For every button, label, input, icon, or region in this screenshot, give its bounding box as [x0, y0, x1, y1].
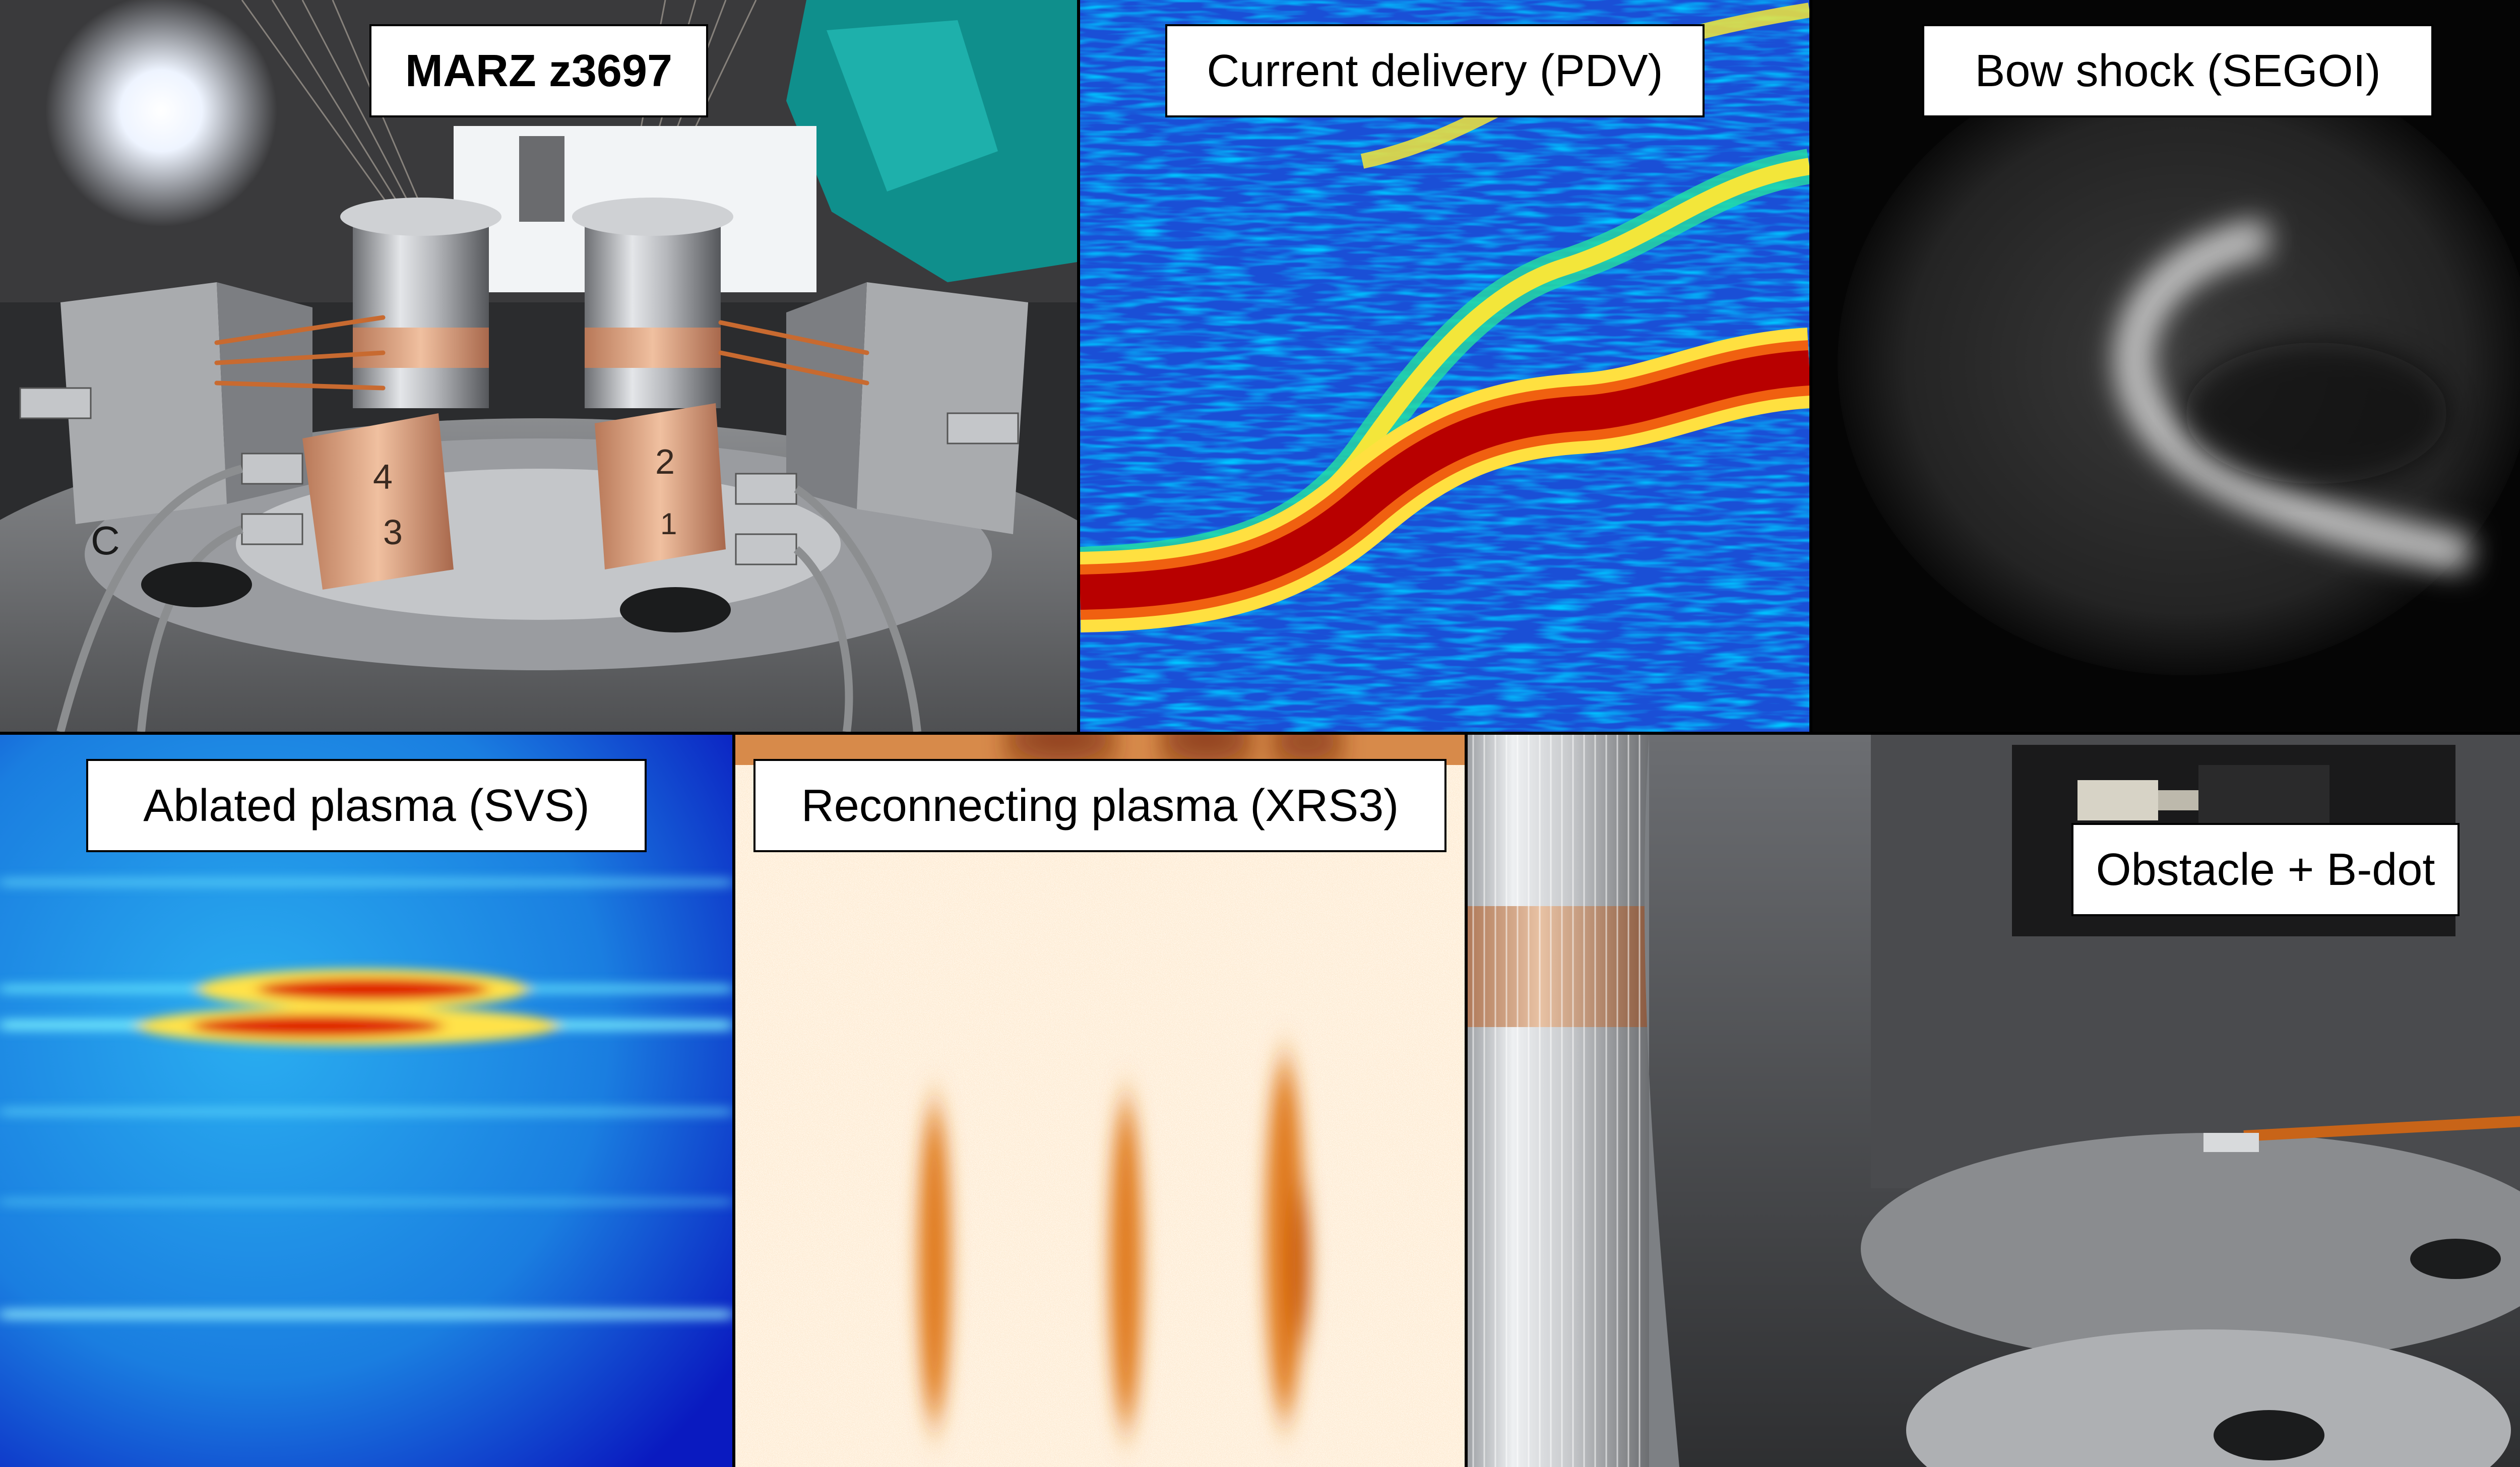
flange-letter: C — [91, 518, 120, 563]
marz-hardware-image: 4 3 2 1 C — [0, 0, 1077, 732]
obstacle-bdot-photo: Obstacle + B-dot — [1468, 735, 2520, 1467]
svs-spectrum-image — [0, 735, 732, 1467]
panel-label-svs: Ablated plasma (SVS) — [86, 759, 647, 852]
panel-label-marz: MARZ z3697 — [369, 24, 708, 117]
panel-label-pdv: Current delivery (PDV) — [1165, 24, 1705, 117]
copper-block-label-2: 2 — [655, 442, 675, 481]
svs-ablated-plasma-panel: Ablated plasma (SVS) — [0, 735, 732, 1467]
xrs3-streak-image — [735, 735, 1465, 1467]
copper-block-label-1: 1 — [660, 507, 677, 541]
pdv-spectrogram-panel: Current delivery (PDV) — [1080, 0, 1809, 732]
copper-block-label-4: 4 — [373, 457, 393, 496]
panel-label-bdot: Obstacle + B-dot — [2071, 823, 2460, 916]
xrs3-reconnecting-plasma-panel: Reconnecting plasma (XRS3) — [735, 735, 1465, 1467]
panel-label-segoi: Bow shock (SEGOI) — [1922, 24, 2433, 117]
marz-hardware-photo: 4 3 2 1 C MARZ z3697 — [0, 0, 1077, 732]
copper-block-label-3: 3 — [383, 513, 403, 552]
segoi-bow-shock-panel: Bow shock (SEGOI) — [1812, 0, 2520, 732]
segoi-bow-shock-image — [1812, 0, 2520, 732]
pdv-spectrogram-image — [1080, 0, 1809, 732]
panel-label-xrs3: Reconnecting plasma (XRS3) — [753, 759, 1446, 852]
